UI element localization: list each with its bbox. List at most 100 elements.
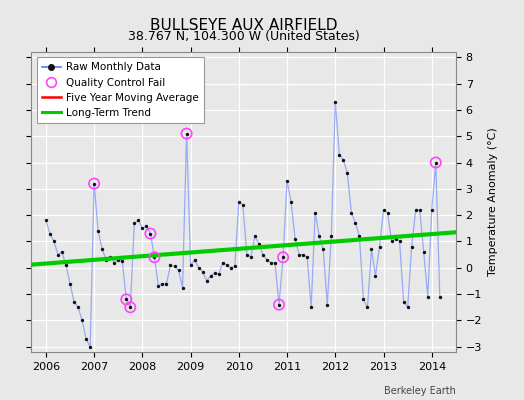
Point xyxy=(367,246,376,252)
Point xyxy=(219,259,227,266)
Point xyxy=(54,252,62,258)
Point xyxy=(275,302,283,308)
Point xyxy=(250,233,259,240)
Point xyxy=(255,241,263,247)
Point xyxy=(150,254,159,260)
Point xyxy=(102,257,111,263)
Point xyxy=(98,246,106,252)
Point xyxy=(214,271,223,278)
Point xyxy=(299,252,307,258)
Point xyxy=(158,280,167,287)
Point xyxy=(202,278,211,284)
Point xyxy=(138,225,147,232)
Point xyxy=(142,222,150,229)
Point xyxy=(126,304,135,310)
Point xyxy=(223,262,231,268)
Point xyxy=(122,296,130,302)
Point xyxy=(303,254,311,260)
Text: Berkeley Earth: Berkeley Earth xyxy=(384,386,456,396)
Point xyxy=(315,233,323,240)
Point xyxy=(86,344,94,350)
Point xyxy=(420,249,428,255)
Point xyxy=(70,299,78,305)
Point xyxy=(231,263,239,270)
Point xyxy=(279,254,287,260)
Point xyxy=(50,238,58,245)
Point xyxy=(335,152,344,158)
Point xyxy=(187,262,195,268)
Point xyxy=(432,159,440,166)
Point xyxy=(423,294,432,300)
Point xyxy=(78,317,86,324)
Point xyxy=(435,294,444,300)
Point xyxy=(74,304,82,310)
Point xyxy=(235,199,243,205)
Point xyxy=(94,228,102,234)
Point xyxy=(226,264,235,271)
Point xyxy=(247,254,255,260)
Point xyxy=(238,202,247,208)
Point xyxy=(211,270,219,276)
Point xyxy=(134,217,143,224)
Point xyxy=(110,259,118,266)
Point xyxy=(206,272,215,279)
Point xyxy=(291,236,299,242)
Point xyxy=(259,252,267,258)
Point xyxy=(90,180,99,187)
Point xyxy=(379,207,388,213)
Point xyxy=(343,170,352,176)
Text: BULLSEYE AUX AIRFIELD: BULLSEYE AUX AIRFIELD xyxy=(150,18,337,33)
Point xyxy=(311,209,320,216)
Text: 38.767 N, 104.300 W (United States): 38.767 N, 104.300 W (United States) xyxy=(128,30,359,43)
Point xyxy=(347,209,356,216)
Point xyxy=(319,246,328,252)
Point xyxy=(372,272,380,279)
Point xyxy=(432,159,440,166)
Point xyxy=(62,262,70,268)
Point xyxy=(243,252,251,258)
Point xyxy=(359,296,368,302)
Point xyxy=(275,302,283,308)
Point xyxy=(363,304,372,310)
Point xyxy=(199,268,207,275)
Point xyxy=(162,280,171,287)
Point xyxy=(106,254,114,260)
Point xyxy=(122,296,130,302)
Point xyxy=(190,257,199,263)
Point xyxy=(150,254,159,260)
Point xyxy=(82,336,90,342)
Point xyxy=(331,99,340,105)
Point xyxy=(174,267,183,274)
Point xyxy=(399,299,408,305)
Point xyxy=(384,209,392,216)
Point xyxy=(118,258,126,264)
Point xyxy=(263,257,271,263)
Point xyxy=(416,207,424,213)
Legend: Raw Monthly Data, Quality Control Fail, Five Year Moving Average, Long-Term Tren: Raw Monthly Data, Quality Control Fail, … xyxy=(37,57,204,123)
Point xyxy=(90,180,99,187)
Point xyxy=(408,244,416,250)
Point xyxy=(66,280,74,287)
Point xyxy=(339,157,347,163)
Point xyxy=(114,257,123,263)
Point xyxy=(154,283,162,290)
Point xyxy=(194,264,203,271)
Point xyxy=(126,304,135,310)
Point xyxy=(146,230,155,237)
Point xyxy=(428,207,436,213)
Y-axis label: Temperature Anomaly (°C): Temperature Anomaly (°C) xyxy=(488,128,498,276)
Point xyxy=(283,178,291,184)
Point xyxy=(323,302,332,308)
Point xyxy=(178,284,187,291)
Point xyxy=(146,230,155,237)
Point xyxy=(267,259,275,266)
Point xyxy=(58,249,66,255)
Point xyxy=(279,254,287,260)
Point xyxy=(287,199,295,205)
Point xyxy=(295,252,303,258)
Point xyxy=(130,220,138,226)
Point xyxy=(271,259,279,266)
Point xyxy=(42,217,50,224)
Point xyxy=(182,130,191,137)
Point xyxy=(387,238,396,245)
